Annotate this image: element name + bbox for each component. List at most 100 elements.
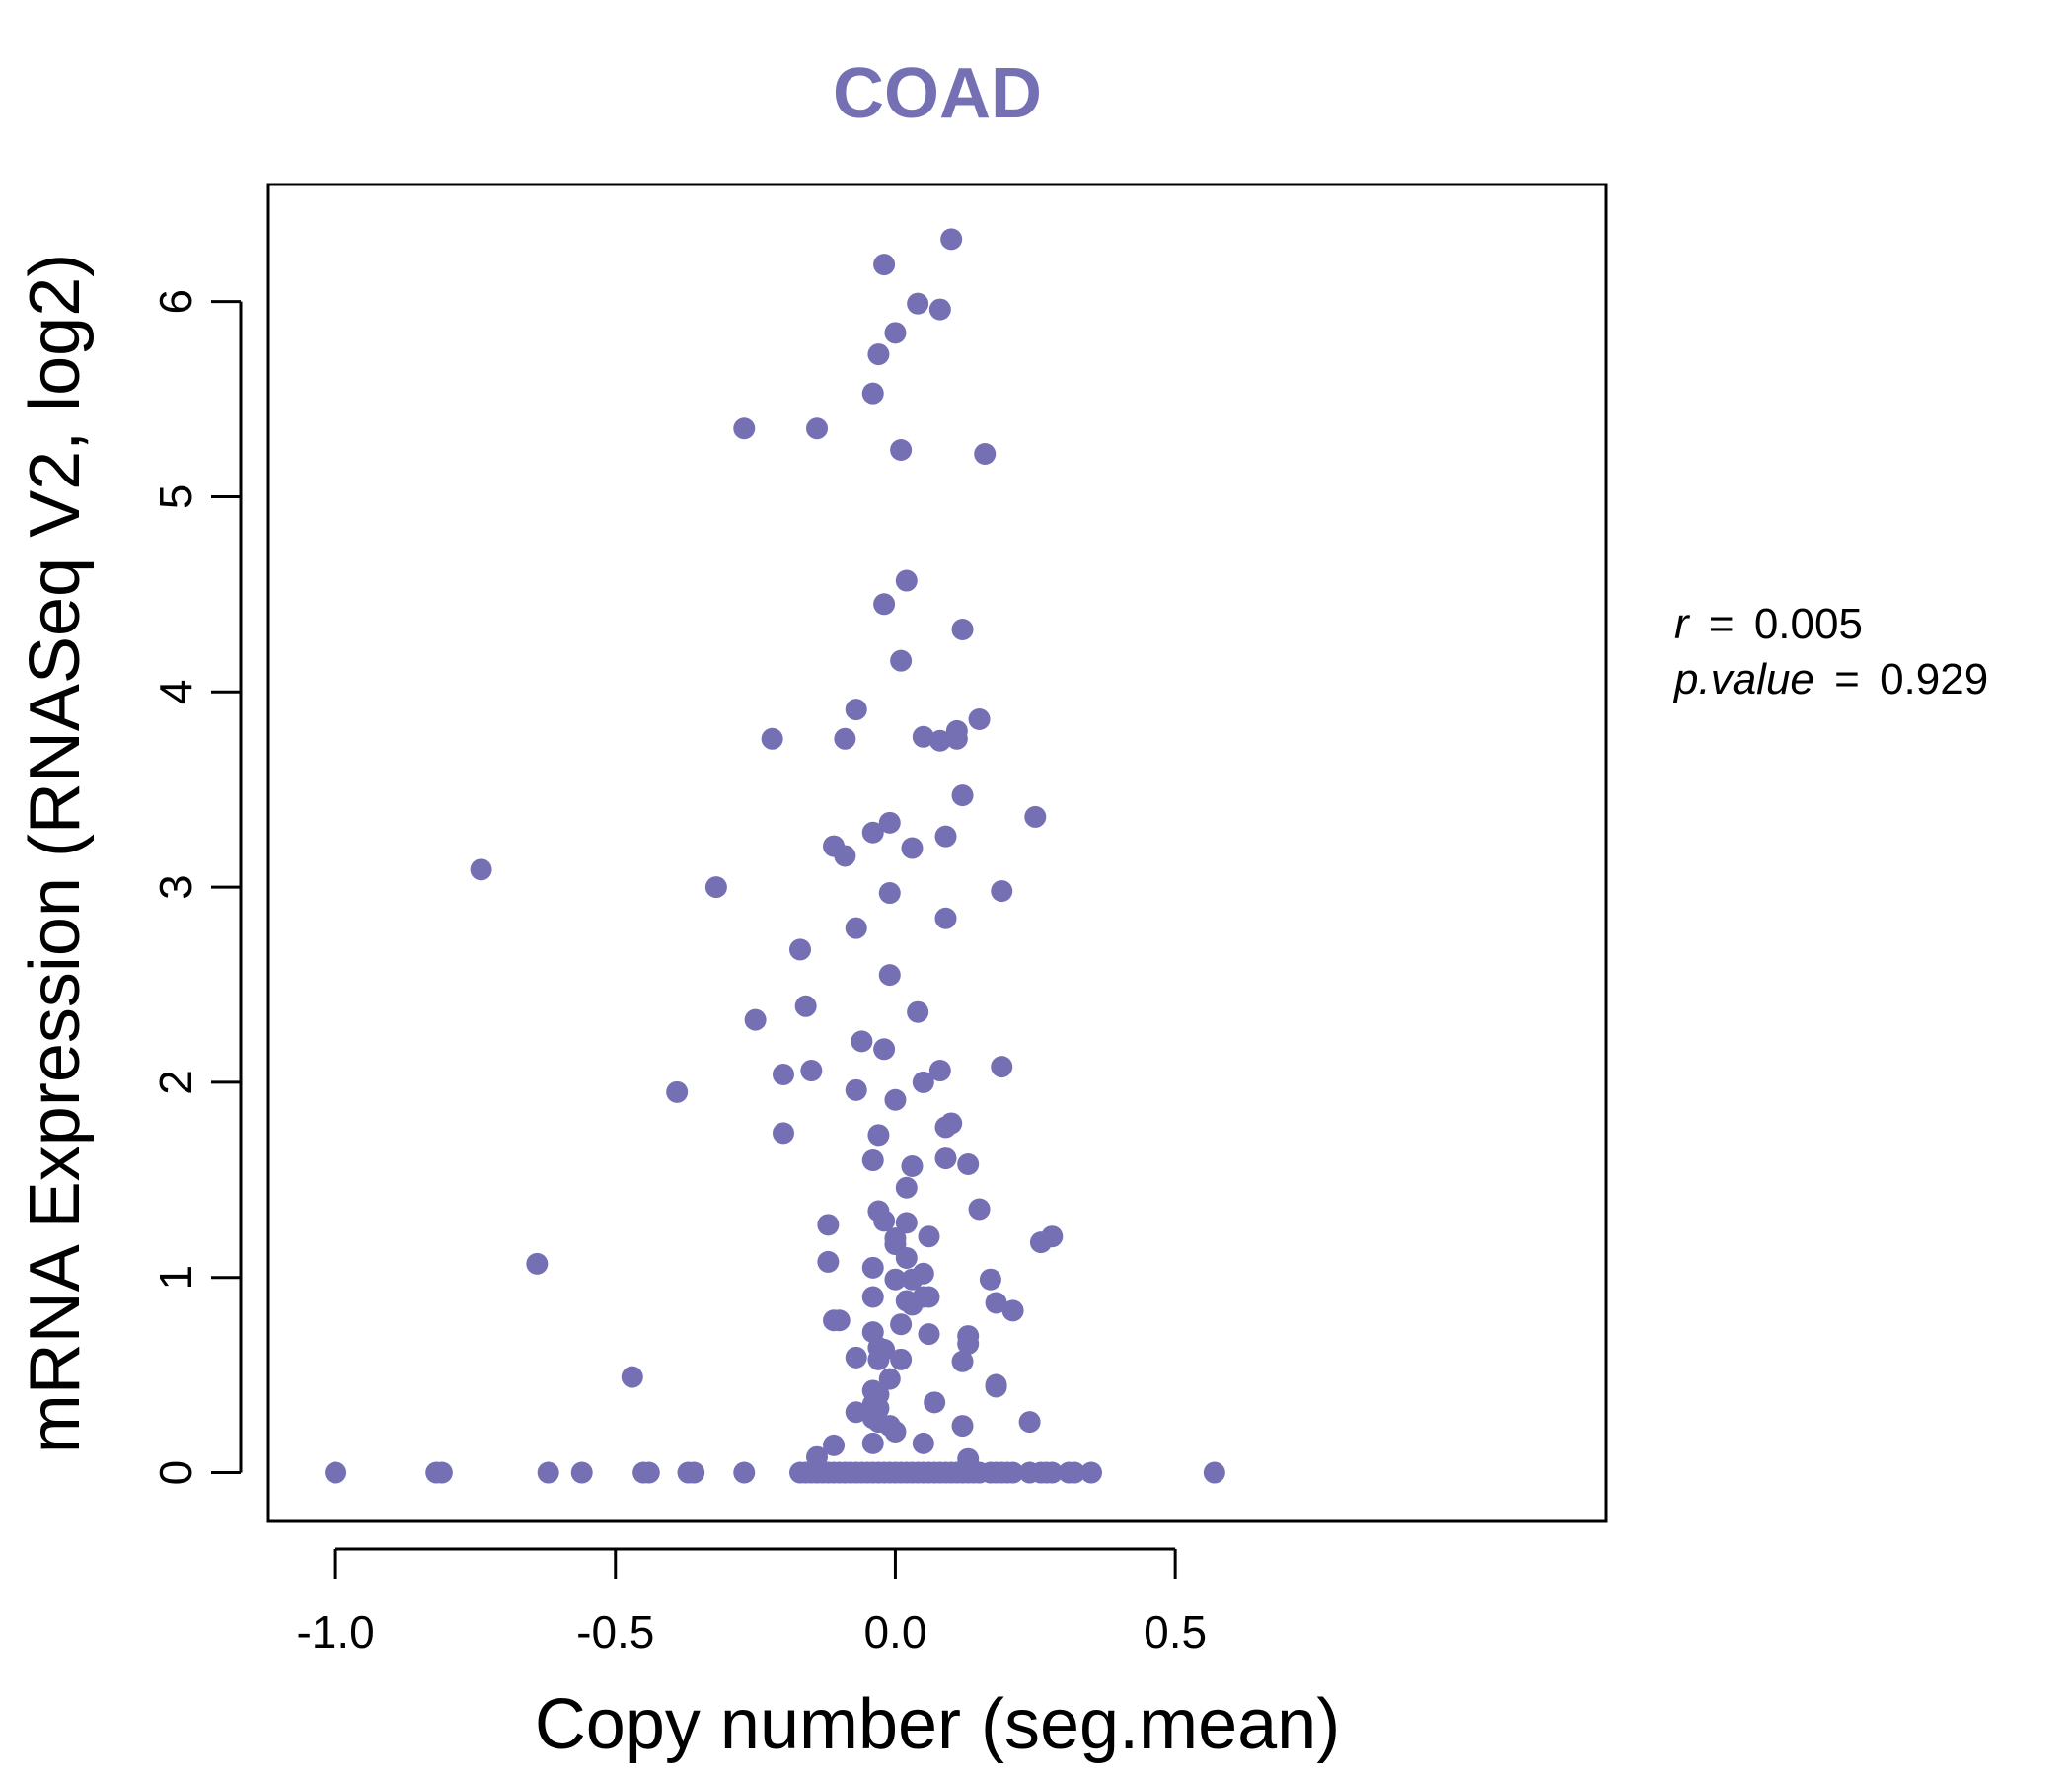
r-statistic: r = 0.005 (1674, 600, 1863, 648)
data-point (823, 1434, 846, 1456)
data-point (1064, 1461, 1086, 1484)
data-point (637, 1461, 660, 1484)
data-point (1018, 1411, 1041, 1434)
data-point (991, 1056, 1013, 1078)
data-point (951, 619, 974, 641)
data-point (974, 442, 997, 465)
data-point (861, 1256, 884, 1279)
chart-title: COAD (833, 54, 1042, 133)
data-point (912, 1071, 934, 1093)
data-point (934, 907, 957, 929)
data-point (794, 995, 817, 1017)
data-point (918, 1286, 940, 1308)
r-label: r (1674, 600, 1691, 648)
data-points (325, 228, 1225, 1484)
data-point (1001, 1461, 1024, 1484)
data-point (1024, 805, 1047, 828)
x-tick-label: 0.5 (1144, 1606, 1207, 1658)
stats-annotation: r = 0.005 p.value = 0.929 (1672, 600, 1988, 703)
p-equals: = (1834, 655, 1860, 703)
data-point (834, 727, 856, 750)
y-tick-label: 2 (150, 1070, 201, 1095)
data-point (817, 1250, 840, 1273)
data-point (470, 858, 492, 881)
data-point (788, 938, 811, 961)
y-tick-label: 1 (150, 1265, 201, 1291)
x-axis: -1.0 -0.5 0.0 0.5 (296, 1547, 1207, 1658)
data-point (834, 845, 856, 867)
data-point (861, 1432, 884, 1454)
data-point (890, 439, 913, 462)
data-point (901, 1154, 924, 1177)
data-point (761, 727, 783, 750)
data-point (907, 1000, 929, 1023)
data-point (537, 1461, 559, 1484)
x-tick-label: -0.5 (576, 1606, 654, 1658)
x-axis-title: Copy number (seg.mean) (535, 1685, 1340, 1764)
data-point (744, 1008, 767, 1031)
data-point (873, 593, 896, 616)
data-point (845, 699, 867, 721)
data-point (884, 1421, 907, 1443)
data-point (918, 1225, 940, 1248)
data-point (878, 1368, 901, 1390)
data-point (951, 784, 974, 807)
data-point (924, 1391, 946, 1414)
plot-frame (266, 183, 1608, 1523)
data-point (1041, 1225, 1064, 1248)
data-point (704, 876, 727, 899)
data-point (895, 1246, 918, 1269)
data-point (985, 1292, 1007, 1314)
data-point (873, 1210, 896, 1232)
data-point (985, 1373, 1007, 1396)
data-point (325, 1461, 347, 1484)
p-value-label: p.value (1672, 655, 1814, 703)
data-point (806, 417, 829, 440)
data-point (912, 1432, 934, 1454)
data-point (867, 1124, 890, 1147)
data-point (1203, 1461, 1225, 1484)
data-point (884, 1088, 907, 1111)
y-tick-label: 6 (150, 289, 201, 315)
data-point (800, 1060, 823, 1082)
data-point (884, 1268, 907, 1291)
y-tick-label: 3 (150, 874, 201, 900)
data-point (968, 708, 991, 730)
data-point (951, 1415, 974, 1438)
data-point (991, 880, 1013, 903)
y-axis: 0 1 2 3 4 5 6 (150, 289, 243, 1486)
data-point (1080, 1461, 1103, 1484)
data-point (890, 1348, 913, 1370)
data-point (890, 1313, 913, 1336)
r-value: 0.005 (1754, 600, 1863, 648)
data-point (845, 1401, 867, 1424)
y-axis-title: mRNA Expression (RNASeq V2, log2) (16, 254, 95, 1453)
data-point (878, 964, 901, 987)
data-point (912, 725, 934, 748)
data-point (878, 882, 901, 905)
data-point (901, 1294, 924, 1316)
data-point (873, 1038, 896, 1061)
data-point (817, 1214, 840, 1236)
data-point (845, 917, 867, 939)
y-tick-label: 0 (150, 1460, 201, 1486)
data-point (772, 1122, 794, 1145)
data-point (621, 1366, 643, 1388)
data-point (979, 1268, 1001, 1291)
p-value-statistic: p.value = 0.929 (1672, 655, 1988, 703)
y-tick-label: 4 (150, 680, 201, 705)
data-point (928, 729, 951, 752)
data-point (867, 1348, 890, 1370)
data-point (918, 1323, 940, 1346)
data-point (901, 837, 924, 859)
data-point (957, 1153, 980, 1176)
data-point (928, 298, 951, 321)
data-point (733, 1461, 756, 1484)
data-point (430, 1461, 453, 1484)
data-point (934, 825, 957, 848)
y-tick-label: 5 (150, 484, 201, 510)
data-point (968, 1198, 991, 1221)
x-tick-label: 0.0 (863, 1606, 926, 1658)
data-point (957, 1332, 980, 1355)
